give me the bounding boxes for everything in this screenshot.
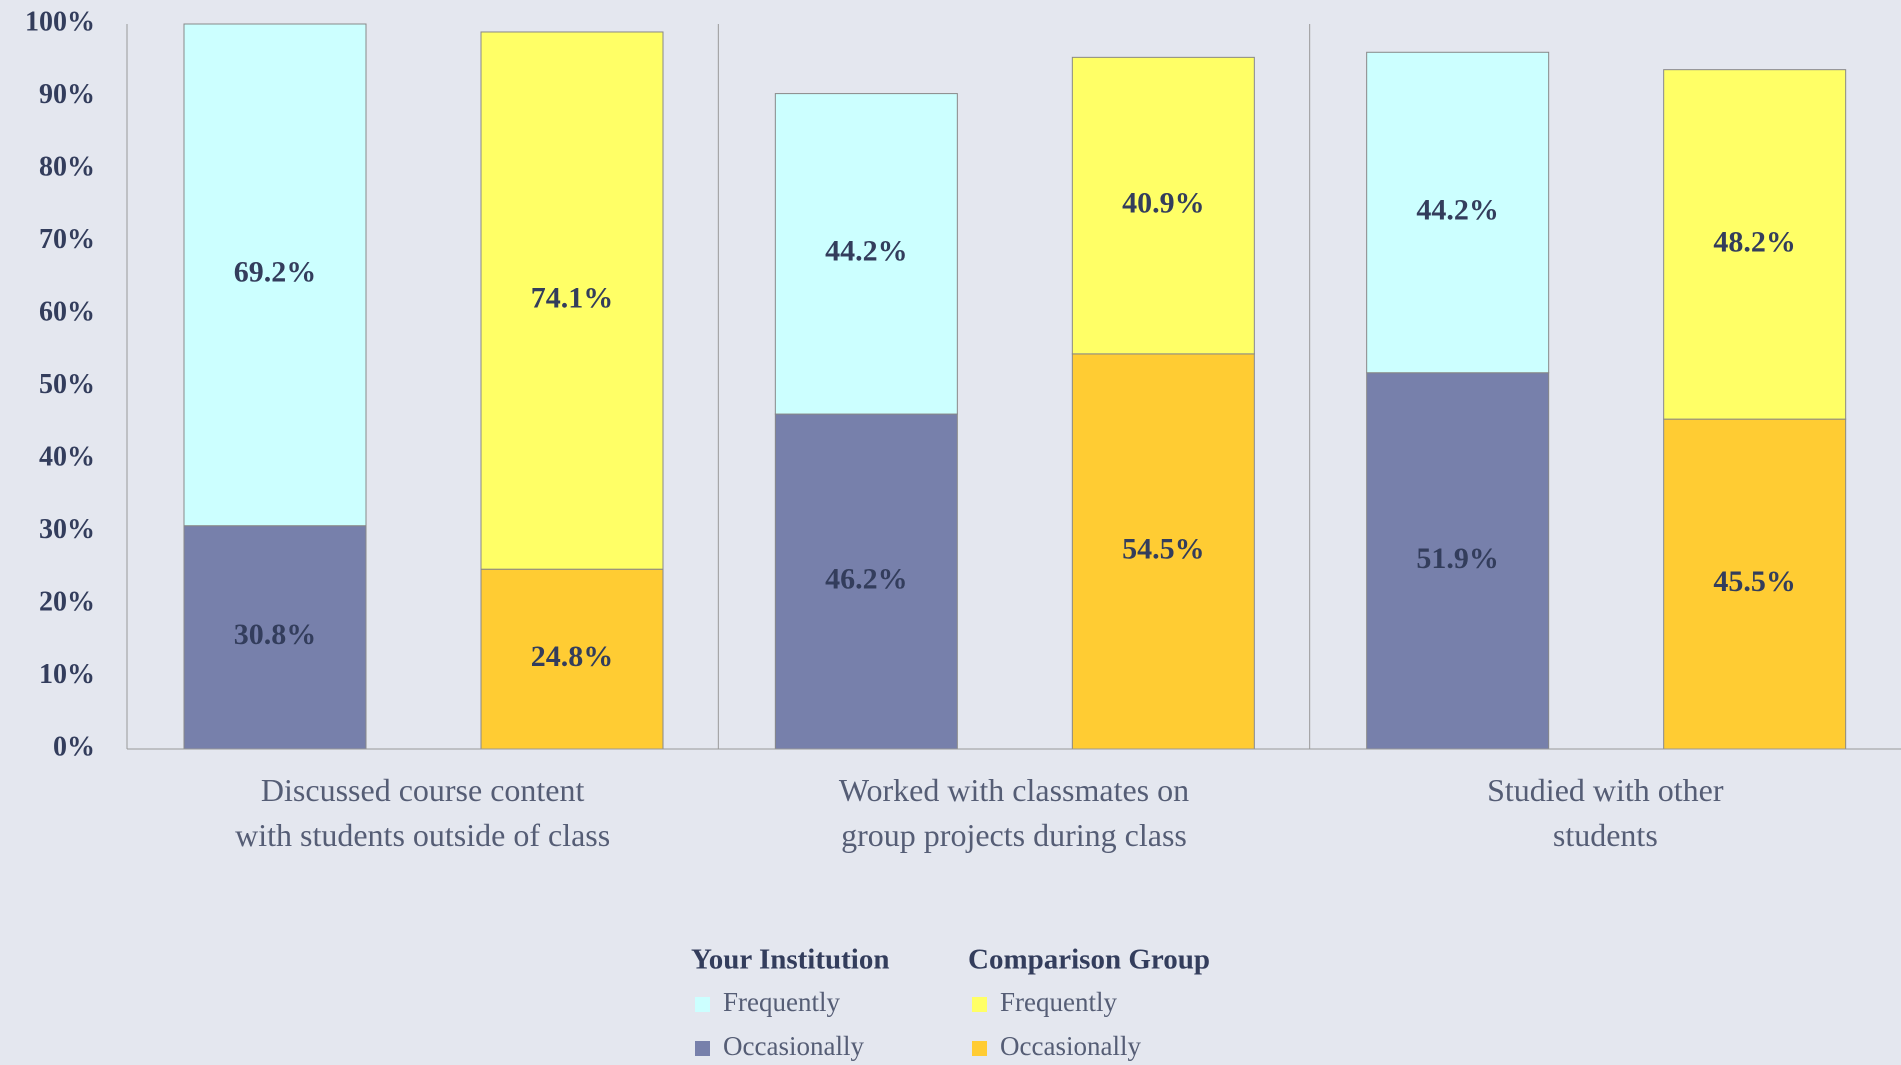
bar-segment [774,93,958,415]
y-tick-label: 50% [39,369,95,400]
data-label: 30.8% [234,618,317,651]
y-tick-label: 0% [53,731,95,762]
y-tick-label: 20% [39,586,95,617]
x-tick-label: Worked with classmates on group projects… [838,772,1190,853]
bar-segment [183,525,367,750]
data-label: 24.8% [531,640,614,673]
legend-label: Frequently [723,987,840,1017]
data-label: 44.2% [825,235,908,268]
bar-segment [1071,353,1255,750]
data-label: 40.9% [1122,187,1205,220]
y-tick-label: 100% [25,6,95,37]
legend-swatch [972,1041,987,1056]
data-label: 45.5% [1713,565,1796,598]
bar-segment [480,31,664,570]
data-label: 69.2% [234,256,317,289]
bar-segment [1366,372,1550,750]
data-label: 54.5% [1122,532,1205,565]
legend-header: Your Institution [691,944,890,976]
legend-label: Occasionally [1000,1031,1141,1061]
bar-segment [1663,69,1847,420]
data-label: 44.2% [1416,193,1499,226]
bar-segment [774,413,958,750]
y-tick-label: 80% [39,151,95,182]
bar-segment [1663,418,1847,750]
y-tick-label: 60% [39,296,95,327]
y-tick-label: 90% [39,79,95,110]
x-tick-label: Discussed course content with students o… [235,772,611,853]
y-tick-label: 40% [39,441,95,472]
y-tick-label: 10% [39,659,95,690]
bar-segment [183,23,367,527]
data-label: 74.1% [531,281,614,314]
bar-segment [1366,51,1550,374]
bar-segment [1071,56,1255,355]
y-tick-label: 30% [39,514,95,545]
legend-label: Frequently [1000,987,1117,1017]
legend-label: Occasionally [723,1031,864,1061]
data-label: 51.9% [1416,542,1499,575]
data-label: 46.2% [825,562,908,595]
legend-header: Comparison Group [968,944,1210,976]
data-label: 48.2% [1713,225,1796,258]
legend-swatch [695,997,710,1012]
legend-swatch [972,997,987,1012]
legend-swatch [695,1041,710,1056]
x-tick-label: Studied with other students [1487,772,1724,853]
y-tick-label: 70% [39,224,95,255]
